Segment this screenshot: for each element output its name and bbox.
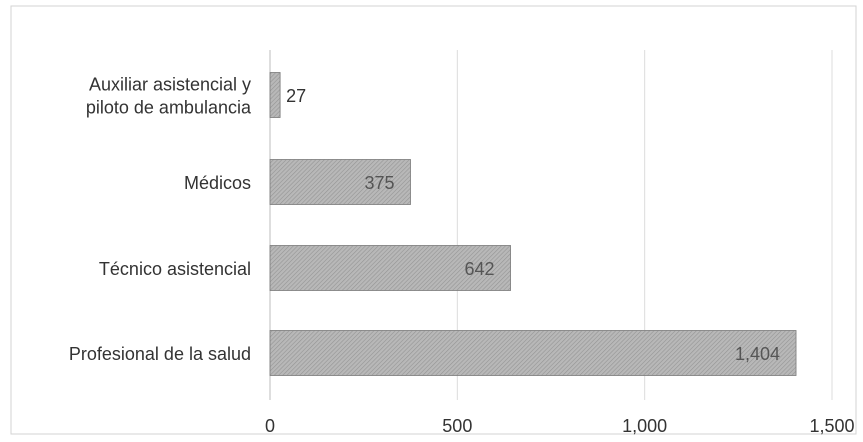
x-tick-label-500: 500 — [442, 416, 472, 436]
value-labels: 27 375 642 1,404 — [286, 86, 780, 364]
value-label-4: 1,404 — [735, 344, 780, 364]
value-label-1: 27 — [286, 86, 306, 106]
bars — [269, 72, 797, 376]
chart-frame-border — [10, 5, 857, 435]
x-tick-labels: 0 500 1,000 1,500 — [265, 416, 855, 436]
bar-3 — [269, 245, 511, 291]
bar-4 — [269, 330, 797, 376]
bar-2 — [269, 159, 411, 205]
category-labels: Auxiliar asistencial y piloto de ambulanc… — [69, 75, 252, 365]
x-tick-label-1500: 1,500 — [809, 416, 854, 436]
value-label-3: 642 — [464, 259, 494, 279]
category-label-3: Técnico asistencial — [99, 259, 251, 279]
x-tick-label-0: 0 — [265, 416, 275, 436]
value-label-2: 375 — [364, 173, 394, 193]
category-label-4: Profesional de la salud — [69, 344, 251, 364]
category-label-2: Médicos — [184, 173, 251, 193]
x-tick-label-1000: 1,000 — [622, 416, 667, 436]
category-label-1: Auxiliar asistencial y piloto de ambulanc… — [86, 75, 252, 118]
bar-1 — [269, 72, 281, 118]
